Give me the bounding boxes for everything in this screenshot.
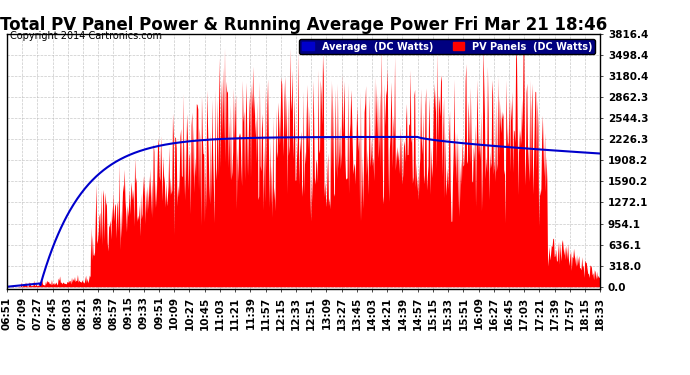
Text: Copyright 2014 Cartronics.com: Copyright 2014 Cartronics.com: [10, 32, 162, 41]
Legend: Average  (DC Watts), PV Panels  (DC Watts): Average (DC Watts), PV Panels (DC Watts): [299, 39, 595, 54]
Title: Total PV Panel Power & Running Average Power Fri Mar 21 18:46: Total PV Panel Power & Running Average P…: [0, 16, 607, 34]
